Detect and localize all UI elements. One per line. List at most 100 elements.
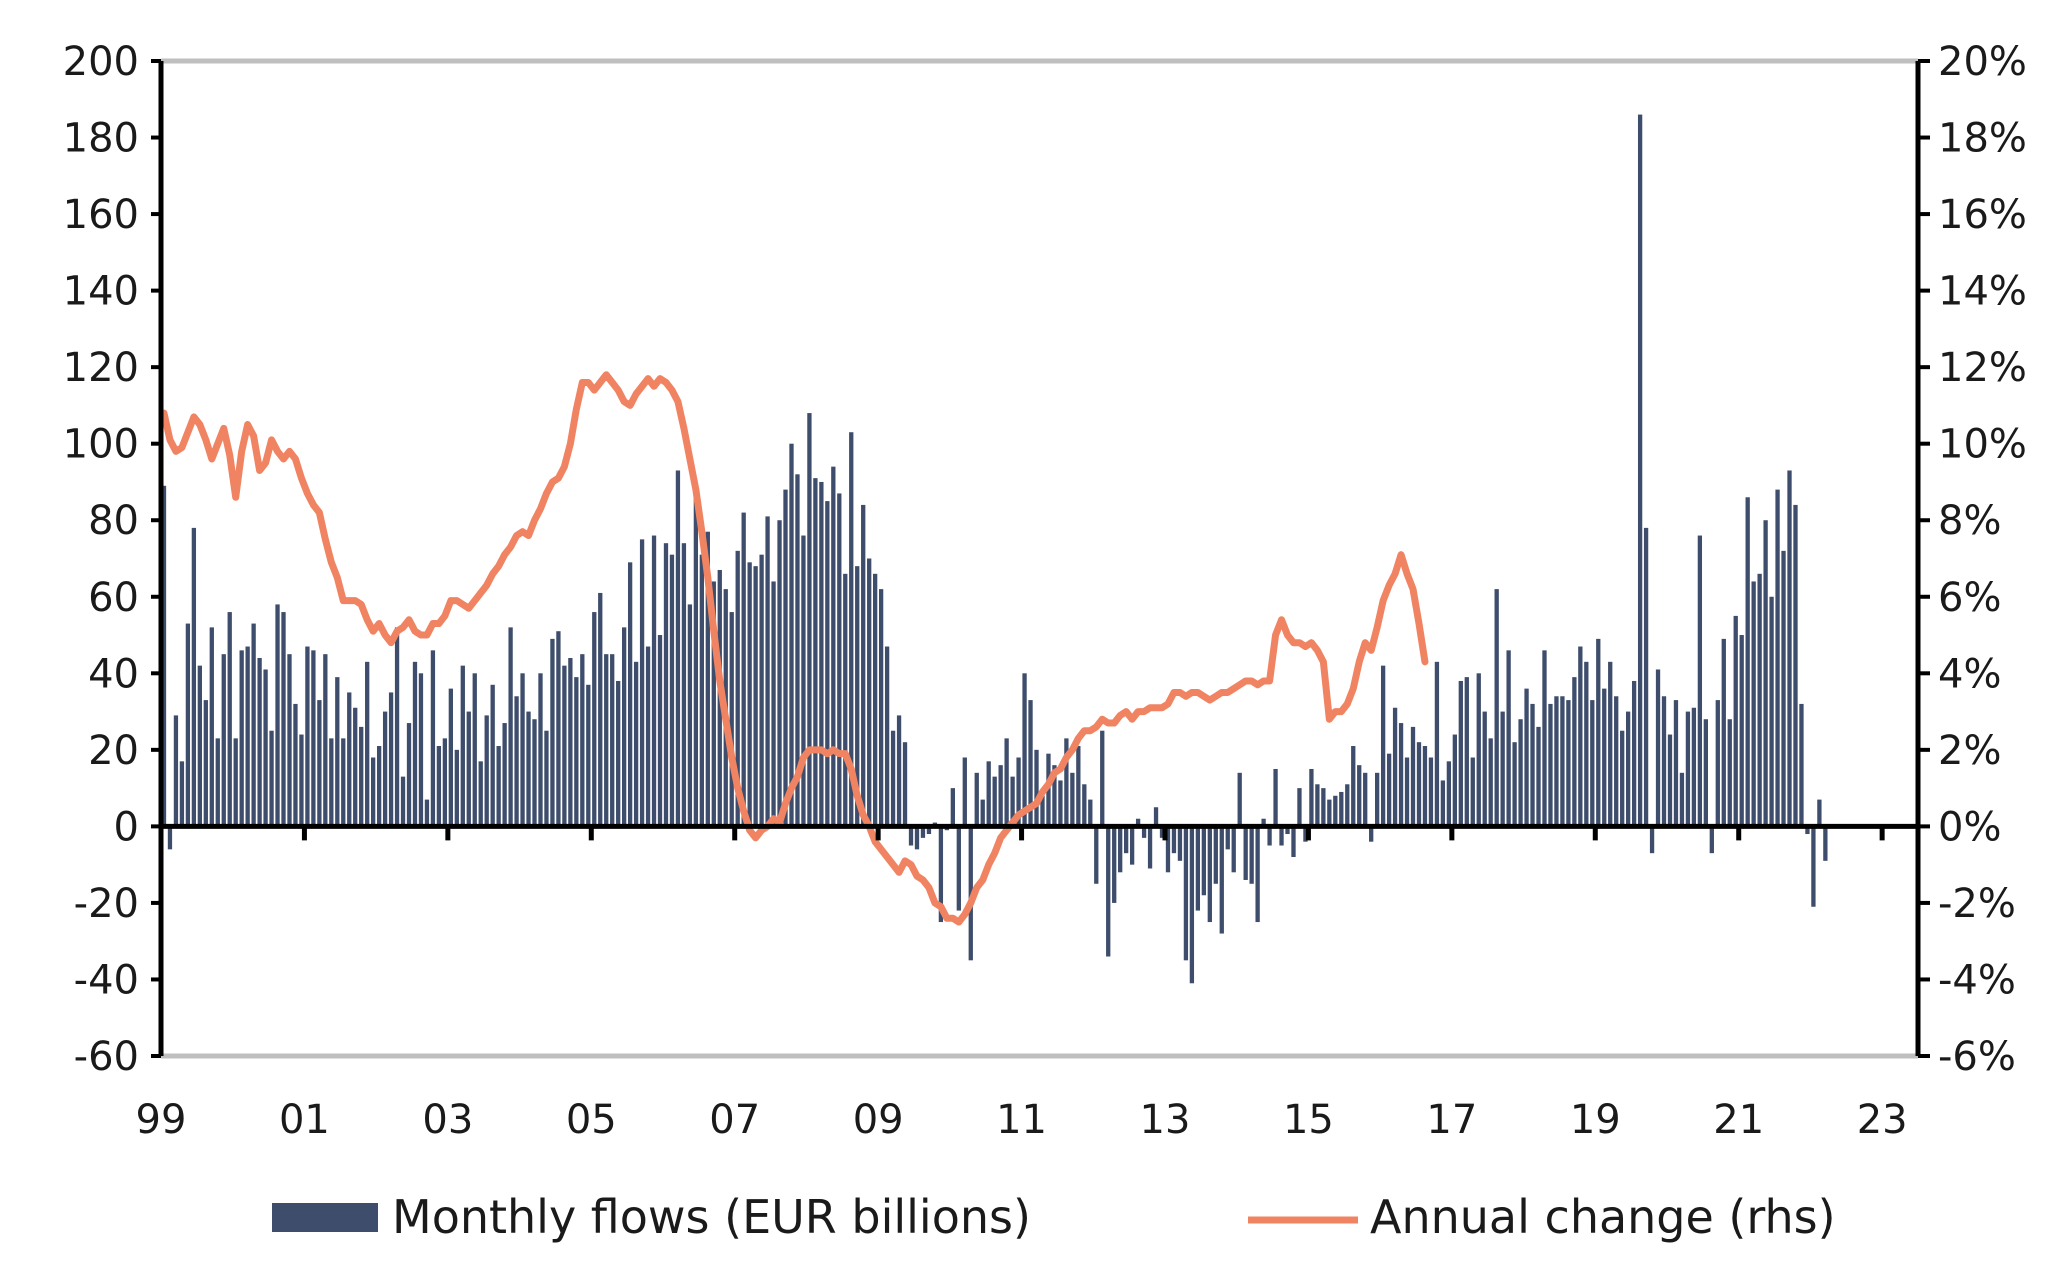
bar bbox=[580, 654, 585, 827]
bar bbox=[442, 738, 448, 827]
bar bbox=[1171, 826, 1177, 854]
bar bbox=[400, 776, 406, 827]
bar bbox=[980, 799, 985, 827]
bar bbox=[1040, 795, 1045, 827]
bar bbox=[831, 466, 836, 827]
bar bbox=[1524, 688, 1529, 827]
bar bbox=[197, 665, 202, 827]
x-axis-tick-label: 15 bbox=[1283, 1097, 1334, 1143]
bar bbox=[1530, 703, 1535, 827]
plot-frame bbox=[161, 58, 1918, 1059]
left-axis-tick-label: -60 bbox=[74, 1034, 139, 1080]
bar bbox=[1070, 772, 1075, 827]
bar bbox=[627, 562, 633, 827]
bar bbox=[986, 761, 991, 827]
bar bbox=[472, 673, 477, 827]
bar bbox=[1697, 535, 1703, 827]
bar bbox=[1082, 784, 1087, 827]
bar bbox=[538, 673, 543, 827]
bar bbox=[1602, 688, 1607, 827]
bar bbox=[1094, 826, 1099, 884]
bar bbox=[1159, 826, 1165, 838]
bar bbox=[424, 799, 430, 827]
x-axis-tick-label: 21 bbox=[1713, 1097, 1764, 1143]
bar bbox=[532, 719, 537, 827]
bar bbox=[1482, 711, 1487, 827]
bar bbox=[1106, 826, 1111, 957]
bar bbox=[484, 715, 489, 827]
bar bbox=[1261, 818, 1266, 827]
bar bbox=[1590, 700, 1595, 827]
bar bbox=[598, 592, 603, 827]
bar bbox=[1703, 719, 1708, 827]
bar bbox=[1357, 765, 1362, 827]
bar bbox=[1327, 799, 1332, 827]
bar bbox=[1649, 826, 1655, 854]
bar bbox=[962, 757, 967, 827]
bar bbox=[1596, 638, 1601, 827]
bar bbox=[753, 566, 758, 827]
right-axis-tick-label: 6% bbox=[1938, 575, 2001, 621]
bar bbox=[693, 497, 699, 827]
bar bbox=[813, 478, 818, 827]
bar bbox=[382, 711, 388, 827]
bar bbox=[562, 665, 567, 827]
bar bbox=[544, 730, 549, 827]
bar bbox=[406, 723, 412, 827]
right-axis-tick-label: 14% bbox=[1938, 269, 2027, 315]
bar bbox=[926, 826, 932, 835]
bar bbox=[1249, 826, 1254, 884]
bar bbox=[502, 723, 507, 827]
bar bbox=[478, 761, 483, 827]
line-series-annual-change bbox=[160, 371, 1429, 926]
bar bbox=[890, 730, 896, 827]
bar bbox=[699, 554, 704, 827]
bar bbox=[191, 527, 197, 827]
bar bbox=[233, 738, 238, 827]
right-axis-tick-label: 2% bbox=[1938, 728, 2001, 774]
bar bbox=[323, 654, 328, 827]
bar bbox=[896, 715, 902, 827]
left-axis-tick-label: -40 bbox=[74, 957, 139, 1003]
bar bbox=[855, 566, 860, 827]
bar bbox=[741, 512, 746, 827]
bar bbox=[1064, 738, 1069, 827]
bar bbox=[622, 627, 627, 827]
bar bbox=[454, 749, 459, 827]
bar bbox=[1566, 700, 1571, 827]
bar bbox=[1046, 753, 1051, 827]
bar bbox=[1147, 826, 1153, 869]
bar bbox=[245, 646, 250, 827]
bar bbox=[1273, 768, 1278, 827]
bar bbox=[376, 746, 382, 827]
bar bbox=[992, 776, 997, 827]
bar bbox=[1643, 527, 1649, 827]
bar bbox=[227, 612, 232, 827]
bar bbox=[1536, 726, 1541, 827]
right-axis-tick-label: -6% bbox=[1938, 1034, 2016, 1080]
bar bbox=[1667, 734, 1673, 827]
bar bbox=[1458, 680, 1463, 827]
bar bbox=[861, 504, 866, 827]
bar bbox=[215, 738, 220, 827]
bar bbox=[1464, 677, 1469, 827]
bar bbox=[514, 696, 519, 827]
bar bbox=[759, 554, 764, 827]
bar bbox=[651, 535, 657, 827]
bar bbox=[1512, 742, 1517, 827]
bar bbox=[1339, 791, 1344, 827]
bar bbox=[1363, 772, 1368, 827]
x-axis-tick-label: 23 bbox=[1857, 1097, 1908, 1143]
bar bbox=[1620, 730, 1625, 827]
bar bbox=[1028, 700, 1033, 827]
bar bbox=[1112, 826, 1117, 903]
bar bbox=[1153, 807, 1159, 827]
left-axis-tick-label: 60 bbox=[88, 575, 139, 621]
bar bbox=[1506, 650, 1511, 827]
bar bbox=[167, 826, 173, 850]
bar bbox=[568, 658, 573, 827]
x-axis-tick-label: 01 bbox=[279, 1097, 330, 1143]
bar bbox=[735, 550, 740, 827]
bar bbox=[1751, 581, 1756, 827]
bar bbox=[1500, 711, 1505, 827]
